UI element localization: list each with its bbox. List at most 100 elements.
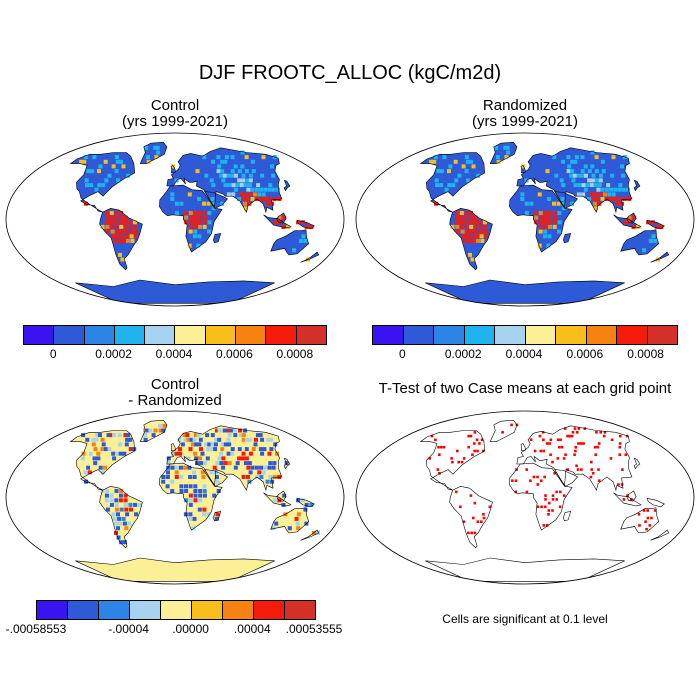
grid-cell [217, 437, 222, 442]
grid-cell [457, 460, 460, 464]
grid-cell [124, 526, 129, 531]
grid-cell [560, 197, 565, 201]
coastline-southAmerica [449, 207, 493, 271]
colorbar-swatch [236, 326, 267, 344]
globe-ocean [6, 411, 344, 584]
colorbar-tick-label: 0.0002 [444, 347, 482, 361]
grid-cell [632, 215, 637, 220]
grid-cell [183, 465, 188, 470]
grid-cell [146, 159, 151, 164]
grid-cell [241, 451, 246, 456]
coastline-newGuinea [646, 220, 665, 230]
grid-cell [100, 447, 105, 452]
grid-cell [454, 178, 459, 183]
coastline-madagascar [562, 511, 572, 522]
grid-cell [231, 192, 236, 197]
grid-cell [459, 224, 464, 229]
grid-cell [621, 173, 626, 178]
grid-cell [482, 220, 487, 225]
grid-cell [457, 173, 462, 178]
grid-cell [653, 509, 657, 512]
grid-cell [469, 211, 474, 215]
grid-cell [488, 505, 492, 509]
colorbar-swatch [373, 326, 404, 344]
grid-cell [98, 433, 102, 438]
control-map [5, 132, 345, 307]
grid-cell [438, 453, 441, 456]
grid-cell [180, 442, 185, 447]
grid-cell [268, 461, 273, 466]
grid-cell [557, 229, 561, 234]
grid-cell [538, 215, 543, 220]
grid-cell [193, 215, 198, 220]
grid-cell [84, 201, 88, 206]
grid-cell [209, 470, 214, 475]
grid-cell [447, 169, 451, 174]
grid-cell [598, 178, 603, 183]
grid-cell [261, 470, 266, 475]
grid-cell [544, 498, 547, 501]
coastline-uk [520, 443, 527, 452]
grid-cell [253, 192, 257, 197]
grid-cell [637, 513, 641, 516]
colorbar-swatch [525, 326, 556, 344]
grid-cell [171, 164, 175, 169]
grid-cell [282, 215, 287, 220]
coastline-greenland [139, 141, 168, 164]
grid-cell [105, 489, 110, 493]
panel-control-title-line2: (yrs 1999-2021) [122, 113, 228, 130]
coastline-arabia [554, 469, 578, 487]
grid-cell [613, 197, 618, 201]
colorbar-swatch [161, 601, 192, 619]
grid-cell [198, 211, 203, 215]
grid-cell [525, 468, 528, 471]
grid-cell [559, 438, 562, 442]
grid-cell [478, 220, 483, 225]
grid-cell [295, 521, 300, 526]
grid-cell [606, 183, 611, 188]
colorbar-tick-label: .00004 [233, 622, 271, 636]
land-newGuinea [647, 498, 665, 507]
grid-cell [188, 447, 193, 452]
grid-cell [609, 187, 614, 192]
colorbar-tick-label: -.00004 [108, 622, 149, 636]
grid-cell [81, 451, 86, 456]
grid-cell [638, 524, 641, 527]
grid-cell [566, 468, 569, 471]
grid-cell [547, 197, 551, 201]
grid-cell [122, 521, 127, 526]
land-madagascar [563, 233, 571, 243]
grid-cell [274, 521, 279, 526]
grid-cell [540, 505, 543, 509]
grid-cell [506, 150, 511, 155]
grid-cell [275, 451, 279, 456]
grid-cell [205, 456, 210, 461]
grid-cell [456, 449, 459, 453]
land-arabia [554, 469, 578, 487]
grid-cell [444, 187, 449, 192]
grid-cell [98, 164, 103, 169]
grid-cell [174, 470, 179, 475]
grid-cell [188, 475, 193, 479]
grid-cell [189, 437, 194, 442]
grid-cell [221, 456, 226, 461]
grid-cell [546, 243, 551, 248]
grid-cell [621, 468, 624, 471]
grid-cell [548, 224, 552, 229]
grid-cell [263, 187, 268, 192]
grid-cell [223, 461, 228, 466]
grid-cell [561, 183, 566, 188]
grid-cell [93, 461, 98, 466]
grid-cell [556, 457, 560, 460]
grid-cell [648, 238, 653, 243]
grid-cell [585, 183, 590, 188]
grid-cell [580, 169, 585, 174]
grid-cell [225, 428, 230, 433]
coastline-australia [620, 229, 660, 256]
grid-cell [478, 224, 483, 229]
grid-cell [114, 224, 119, 229]
grid-cell [591, 173, 596, 178]
grid-cell [170, 192, 175, 197]
grid-cell [437, 445, 440, 449]
grid-cell [618, 445, 622, 449]
